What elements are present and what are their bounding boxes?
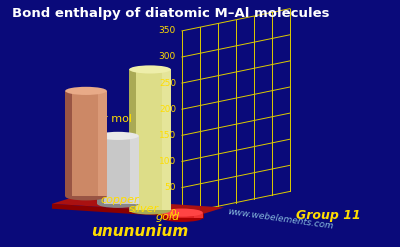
Text: kJ per mol: kJ per mol	[76, 114, 132, 124]
Polygon shape	[168, 213, 203, 218]
Text: silver: silver	[129, 204, 159, 214]
Ellipse shape	[129, 206, 171, 214]
Text: 300: 300	[159, 52, 176, 62]
Polygon shape	[65, 91, 72, 196]
Text: 350: 350	[159, 26, 176, 35]
Text: 50: 50	[164, 183, 176, 192]
Text: Bond enthalpy of diatomic M–Al molecules: Bond enthalpy of diatomic M–Al molecules	[12, 7, 330, 21]
Ellipse shape	[97, 200, 139, 208]
Polygon shape	[130, 136, 139, 204]
Text: 150: 150	[159, 131, 176, 140]
Polygon shape	[161, 213, 168, 218]
Ellipse shape	[161, 208, 203, 217]
Polygon shape	[136, 69, 171, 210]
Polygon shape	[194, 213, 203, 218]
Text: www.webelements.com: www.webelements.com	[226, 207, 334, 231]
Ellipse shape	[65, 192, 107, 201]
Text: Group 11: Group 11	[296, 209, 360, 222]
Ellipse shape	[161, 214, 203, 222]
Polygon shape	[129, 69, 136, 210]
Ellipse shape	[97, 132, 139, 140]
Polygon shape	[162, 69, 171, 210]
Text: 200: 200	[159, 105, 176, 114]
Text: 0: 0	[170, 209, 176, 218]
Polygon shape	[104, 136, 139, 204]
Text: copper: copper	[101, 195, 139, 205]
Ellipse shape	[129, 65, 171, 74]
Polygon shape	[98, 91, 107, 196]
Text: gold: gold	[156, 212, 180, 222]
Polygon shape	[52, 198, 224, 214]
Polygon shape	[72, 91, 107, 196]
Polygon shape	[52, 204, 204, 219]
Ellipse shape	[65, 87, 107, 95]
Polygon shape	[97, 136, 104, 204]
Text: 250: 250	[159, 79, 176, 88]
Text: unununium: unununium	[91, 224, 189, 239]
Text: 100: 100	[159, 157, 176, 166]
